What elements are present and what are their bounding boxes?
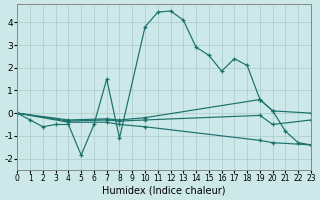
- X-axis label: Humidex (Indice chaleur): Humidex (Indice chaleur): [102, 186, 226, 196]
